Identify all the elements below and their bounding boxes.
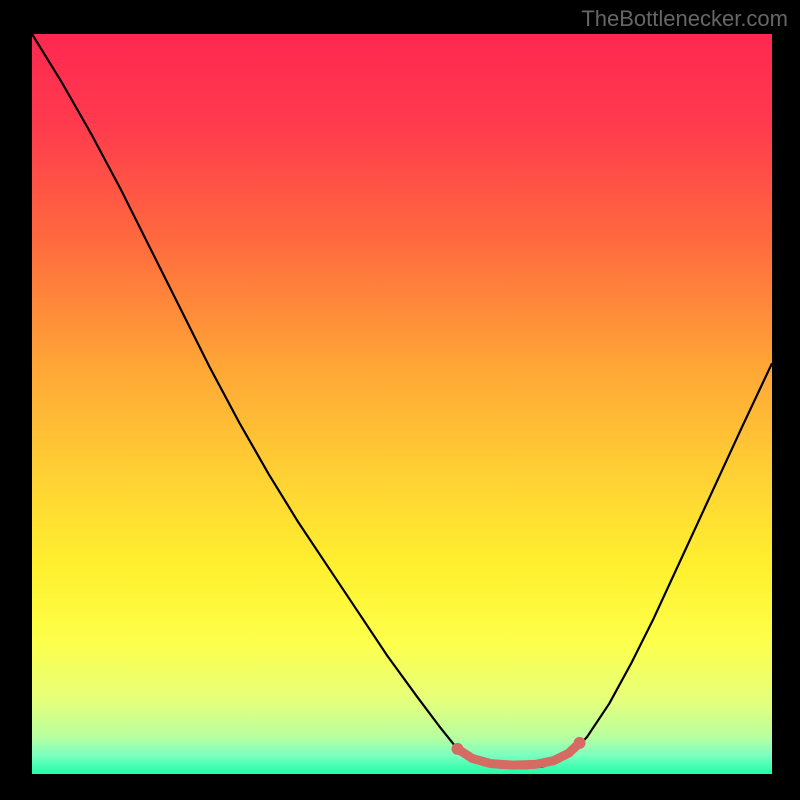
bottleneck-chart	[0, 0, 800, 800]
watermark-label: TheBottlenecker.com	[581, 6, 788, 32]
optimal-start-dot	[452, 743, 464, 755]
chart-svg	[0, 0, 800, 800]
optimal-end-dot	[574, 737, 586, 749]
